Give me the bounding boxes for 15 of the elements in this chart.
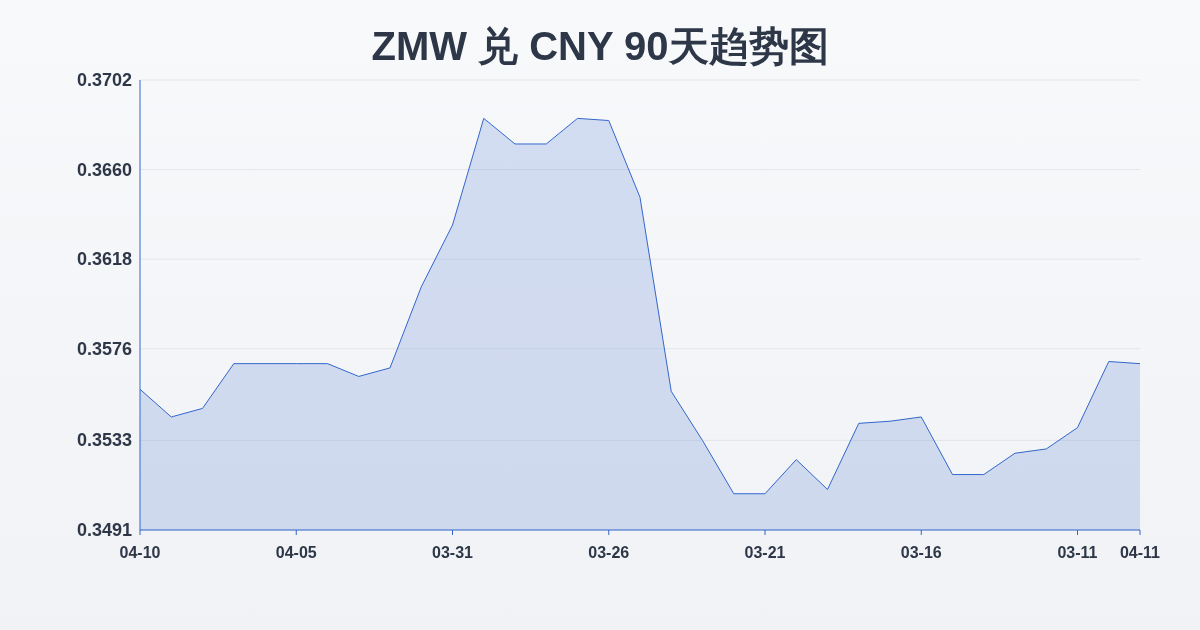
x-tick-label: 03-11 — [1057, 544, 1098, 561]
chart-title: ZMW 兑 CNY 90天趋势图 — [371, 24, 829, 68]
x-tick-label: 03-31 — [432, 544, 474, 561]
x-tick-label: 04-11 — [1119, 544, 1161, 561]
y-tick-label: 0.3702 — [76, 70, 132, 90]
y-tick-label: 0.3533 — [76, 430, 132, 451]
y-tick-label: 0.3576 — [76, 338, 132, 359]
y-tick-label: 0.3660 — [76, 159, 132, 180]
x-tick-label: 03-21 — [744, 544, 786, 561]
x-tick-label: 03-16 — [900, 544, 942, 561]
x-tick-label: 03-26 — [588, 544, 630, 561]
x-tick-label: 04-10 — [119, 544, 161, 561]
x-tick-label: 04-05 — [275, 544, 317, 561]
y-tick-label: 0.3618 — [76, 249, 132, 270]
y-tick-label: 0.3491 — [76, 520, 132, 540]
